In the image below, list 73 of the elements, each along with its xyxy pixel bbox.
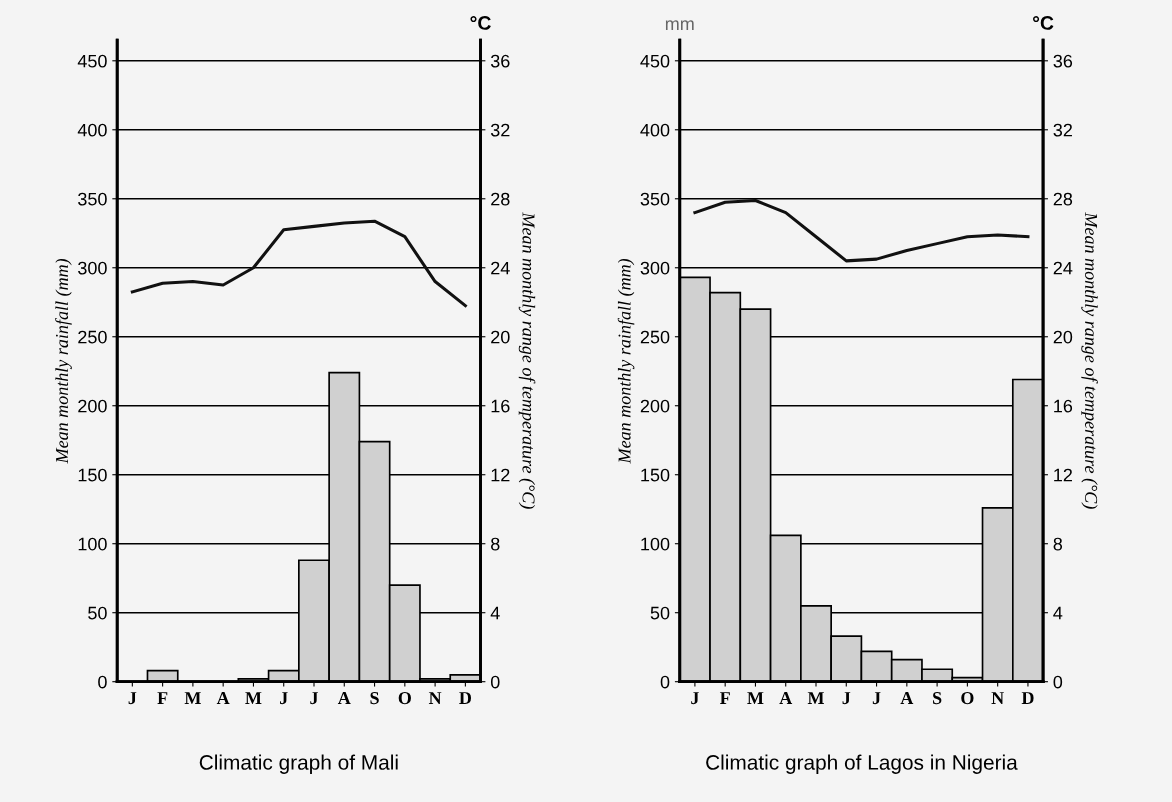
y-tick-label: 0 xyxy=(660,675,670,689)
y2-tick-label: 0 xyxy=(1053,675,1063,689)
y2-tick-label: 16 xyxy=(491,399,510,413)
text: mm xyxy=(665,20,694,30)
y2-tick-label: 36 xyxy=(490,54,510,68)
y-axis-title: Mean monthly rainfall (mm) xyxy=(55,258,72,464)
y-tick-label: 250 xyxy=(640,330,670,344)
y2-tick-label: 16 xyxy=(1054,399,1073,413)
x-tick-label: M xyxy=(184,692,201,704)
text: Climatic graph of Lagos in Nigeria xyxy=(706,754,1018,774)
text: °C xyxy=(470,16,491,30)
y2-axis-title: Mean monthly range of temperature (°C) xyxy=(518,212,536,509)
y-tick-label: 400 xyxy=(77,123,107,137)
y2-tick-label: 32 xyxy=(490,123,510,137)
y-tick-label: 350 xyxy=(640,192,670,206)
x-tick-label: M xyxy=(245,692,262,704)
y-tick-label: 200 xyxy=(78,399,107,413)
y-tick-label: 200 xyxy=(640,399,670,413)
x-tick-label: N xyxy=(428,692,442,704)
x-tick-label: M xyxy=(807,692,824,704)
x-tick-label: S xyxy=(933,691,942,705)
y2-tick-label: 4 xyxy=(1053,606,1063,620)
y2-tick-label: 12 xyxy=(491,468,510,482)
x-tick-label: A xyxy=(779,692,793,704)
y-tick-label: 250 xyxy=(78,330,107,344)
y2-tick-label: 36 xyxy=(1053,54,1073,68)
y-tick-label: 300 xyxy=(78,261,107,275)
text: °C xyxy=(1033,16,1054,30)
y-tick-label: 400 xyxy=(640,123,670,137)
y-tick-label: 450 xyxy=(77,54,107,68)
x-tick-label: J xyxy=(872,692,881,705)
x-tick-label: F xyxy=(157,692,168,704)
y-tick-label: 350 xyxy=(78,192,107,206)
y2-tick-label: 4 xyxy=(490,606,500,620)
x-tick-label: J xyxy=(691,692,699,705)
y2-axis-title: Mean monthly range of temperature (°C) xyxy=(1081,212,1098,509)
text: Climatic graph of Mali xyxy=(199,754,398,774)
x-tick-label: J xyxy=(842,692,851,705)
y2-tick-label: 8 xyxy=(1053,537,1063,551)
x-tick-label: A xyxy=(337,692,351,704)
y-axis-title: Mean monthly rainfall (mm) xyxy=(617,258,635,464)
y-tick-label: 100 xyxy=(78,537,107,551)
x-tick-label: D xyxy=(459,692,472,704)
y-tick-label: 50 xyxy=(88,606,107,620)
x-tick-label: F xyxy=(719,692,730,704)
x-tick-label: O xyxy=(398,691,411,705)
x-tick-label: A xyxy=(900,692,914,704)
y2-tick-label: 12 xyxy=(1054,468,1072,482)
y-tick-label: 100 xyxy=(641,537,670,551)
x-tick-label: M xyxy=(747,692,764,704)
x-tick-label: J xyxy=(128,692,137,705)
y-tick-label: 50 xyxy=(650,606,670,620)
y2-tick-label: 32 xyxy=(1053,123,1072,137)
y2-tick-label: 24 xyxy=(1053,261,1073,275)
y2-tick-label: 20 xyxy=(1053,330,1073,344)
y-tick-label: 0 xyxy=(98,675,107,689)
y2-tick-label: 8 xyxy=(491,537,500,551)
x-tick-label: J xyxy=(310,692,319,705)
x-tick-label: D xyxy=(1021,692,1034,704)
x-tick-label: S xyxy=(370,691,379,705)
x-tick-label: J xyxy=(280,692,288,705)
x-tick-label: A xyxy=(216,692,230,704)
y2-tick-label: 0 xyxy=(490,675,500,689)
x-tick-label: N xyxy=(991,692,1004,704)
y2-tick-label: 24 xyxy=(491,261,510,275)
y-tick-label: 450 xyxy=(640,54,670,68)
y2-tick-label: 28 xyxy=(1053,192,1073,206)
y-tick-label: 300 xyxy=(640,261,670,275)
y-tick-label: 150 xyxy=(78,468,107,482)
y2-tick-label: 28 xyxy=(491,192,510,206)
y-tick-label: 150 xyxy=(641,468,670,482)
x-tick-label: O xyxy=(961,691,974,705)
y2-tick-label: 20 xyxy=(491,330,510,344)
